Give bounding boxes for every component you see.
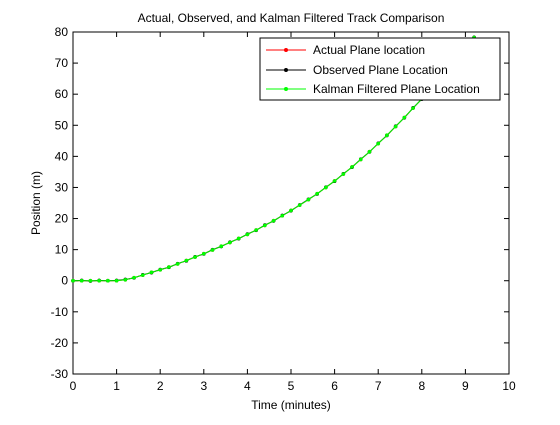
data-point bbox=[184, 258, 189, 263]
data-point bbox=[315, 191, 319, 196]
y-tick-label: 60 bbox=[55, 87, 69, 101]
data-point bbox=[123, 277, 128, 282]
data-point bbox=[341, 172, 346, 176]
data-point bbox=[245, 232, 250, 237]
data-point bbox=[114, 278, 119, 283]
legend-label-actual: Actual Plane location bbox=[313, 43, 425, 57]
data-point bbox=[210, 248, 215, 252]
y-tick-label: 20 bbox=[55, 212, 69, 226]
y-tick-label: 40 bbox=[55, 149, 69, 163]
data-point bbox=[402, 115, 407, 120]
data-point bbox=[88, 278, 93, 283]
data-point bbox=[175, 262, 180, 266]
y-tick-label: 30 bbox=[55, 180, 69, 194]
data-point bbox=[132, 275, 136, 280]
legend-label-observed: Observed Plane Location bbox=[313, 63, 448, 77]
legend-item-observed: Observed Plane Location bbox=[266, 63, 448, 77]
data-point bbox=[254, 228, 258, 232]
data-point bbox=[297, 203, 302, 207]
data-point bbox=[167, 265, 171, 269]
x-tick-label: 9 bbox=[462, 379, 469, 393]
x-tick-label: 5 bbox=[288, 379, 295, 393]
data-point bbox=[367, 149, 372, 154]
x-tick-label: 10 bbox=[502, 379, 516, 393]
data-point bbox=[97, 278, 101, 283]
data-point bbox=[263, 223, 267, 228]
legend-item-kalman: Kalman Filtered Plane Location bbox=[266, 82, 480, 96]
x-tick-labels: 0 1 2 3 4 5 6 7 8 9 10 bbox=[70, 379, 516, 393]
y-tick-label: 10 bbox=[55, 243, 69, 257]
data-point bbox=[280, 213, 285, 218]
y-tick-label: -30 bbox=[51, 367, 69, 381]
data-point bbox=[219, 244, 224, 249]
legend-marker-observed bbox=[284, 68, 288, 72]
y-tick-label: 50 bbox=[55, 118, 69, 132]
y-tick-label: 80 bbox=[55, 25, 69, 39]
data-point bbox=[332, 179, 337, 183]
y-axis-label: Position (m) bbox=[29, 171, 43, 235]
x-tick-label: 8 bbox=[418, 379, 425, 393]
x-tick-label: 0 bbox=[70, 379, 77, 393]
y-tick-label: -20 bbox=[51, 336, 69, 350]
legend-marker-kalman bbox=[284, 87, 288, 91]
data-point bbox=[149, 270, 154, 275]
data-point bbox=[271, 218, 276, 223]
legend-box bbox=[259, 37, 501, 101]
data-point bbox=[385, 133, 389, 138]
data-point bbox=[71, 278, 75, 283]
x-tick-label: 7 bbox=[375, 379, 382, 393]
data-point bbox=[324, 185, 328, 190]
data-point bbox=[393, 124, 398, 129]
chart-title: Actual, Observed, and Kalman Filtered Tr… bbox=[138, 11, 445, 25]
y-tick-labels: -30 -20 -10 0 10 20 30 40 50 60 70 80 bbox=[51, 25, 69, 381]
x-tick-label: 2 bbox=[157, 379, 164, 393]
data-point bbox=[289, 208, 293, 213]
x-tick-label: 1 bbox=[113, 379, 120, 393]
y-tick-label: 70 bbox=[55, 56, 69, 70]
data-point bbox=[193, 255, 197, 259]
y-tick-label: 0 bbox=[61, 274, 68, 288]
data-point bbox=[106, 278, 110, 283]
axis-ticks bbox=[72, 31, 510, 375]
data-point bbox=[79, 278, 84, 283]
data-point bbox=[358, 157, 363, 162]
x-tick-label: 4 bbox=[244, 379, 251, 393]
data-point bbox=[411, 106, 415, 110]
legend: Actual Plane location Observed Plane Loc… bbox=[259, 37, 501, 101]
x-tick-label: 6 bbox=[331, 379, 338, 393]
legend-marker-actual bbox=[284, 48, 288, 52]
data-point bbox=[236, 236, 241, 241]
legend-label-kalman: Kalman Filtered Plane Location bbox=[313, 82, 480, 96]
data-point bbox=[306, 197, 311, 202]
data-point bbox=[158, 268, 162, 272]
legend-item-actual: Actual Plane location bbox=[266, 43, 425, 57]
data-point bbox=[376, 141, 381, 146]
x-axis-label: Time (minutes) bbox=[251, 398, 331, 412]
x-tick-label: 3 bbox=[200, 379, 207, 393]
data-point bbox=[228, 240, 232, 245]
y-tick-label: -10 bbox=[51, 305, 69, 319]
data-point bbox=[202, 251, 206, 256]
data-point bbox=[140, 273, 145, 277]
data-point bbox=[350, 165, 354, 169]
